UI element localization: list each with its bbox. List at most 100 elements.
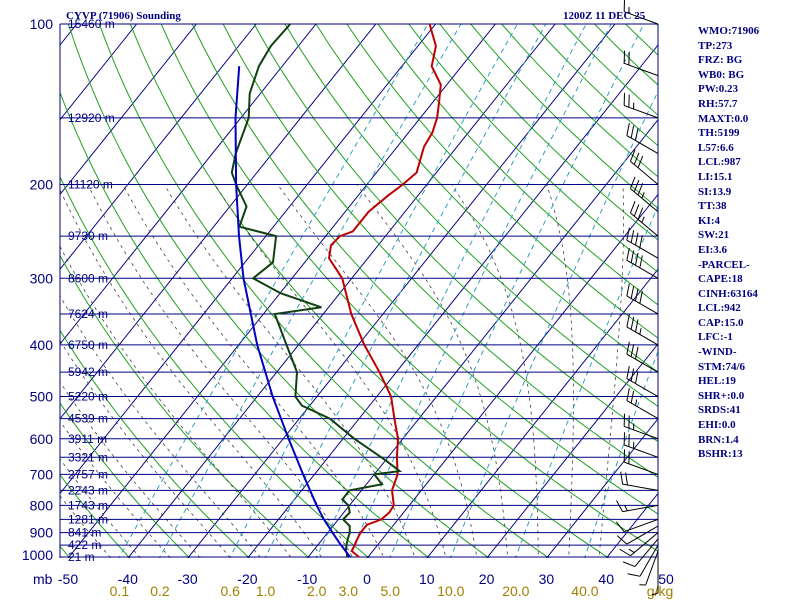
wind-barb-feather xyxy=(633,204,640,217)
temperature-tick-label: 20 xyxy=(479,571,495,587)
height-label: 9730 m xyxy=(68,229,108,243)
wind-barb xyxy=(627,544,659,577)
wind-barb-staff xyxy=(626,525,659,545)
pressure-unit-label: mb xyxy=(33,571,53,587)
wind-barb-staff xyxy=(630,160,659,185)
height-label: 6750 m xyxy=(68,338,108,352)
mixing-ratio-tick-label: 3.0 xyxy=(339,583,359,599)
mixing-ratio-tick-label: 0.1 xyxy=(110,583,130,599)
stat-line: SRDS:41 xyxy=(698,404,741,417)
wind-barb xyxy=(626,283,659,315)
wind-barb-feather xyxy=(625,472,628,486)
mixing-ratio-tick-label: 2.0 xyxy=(307,583,327,599)
wind-barb-feather xyxy=(637,155,644,168)
mixing-ratio-tick-label: 1.0 xyxy=(256,583,276,599)
dry-adiabat-line xyxy=(253,24,658,443)
stat-line: SW:21 xyxy=(698,229,730,242)
mixing-ratio-tick-label: 40.0 xyxy=(571,583,598,599)
wind-barb-feather xyxy=(634,371,639,384)
stat-line: CAP:15.0 xyxy=(698,316,744,329)
pressure-tick-label: 900 xyxy=(30,525,54,541)
pressure-tick-label: 300 xyxy=(30,270,54,286)
wind-barb xyxy=(619,532,659,557)
wind-barb-staff xyxy=(626,326,659,346)
valid-time: 1200Z 11 DEC 25 xyxy=(563,10,646,22)
wind-barb-half-feather xyxy=(624,504,628,511)
wind-barb-staff xyxy=(622,504,659,513)
stat-line: TT:38 xyxy=(698,200,727,213)
stat-line: BRN:1.4 xyxy=(698,433,739,446)
wind-barb-feather xyxy=(622,561,636,567)
dry-adiabat-line xyxy=(60,329,251,558)
height-label: 11120 m xyxy=(68,177,113,191)
wind-barb xyxy=(622,538,659,567)
moist-adiabat-line xyxy=(87,184,354,558)
mixing-ratio-tick-label: 0.2 xyxy=(150,583,170,599)
wind-barb-feather xyxy=(634,252,639,266)
wind-barb-half-feather xyxy=(651,592,659,596)
height-label: 1281 m xyxy=(68,512,108,526)
dry-adiabat-line xyxy=(377,24,658,306)
wind-barb-staff xyxy=(624,518,659,533)
mixing-ratio-unit-label: g/kg xyxy=(647,583,673,599)
wind-barb xyxy=(626,227,659,259)
mixing-ratio-tick-label: 10.0 xyxy=(437,583,464,599)
dry-adiabat-line xyxy=(408,24,658,273)
height-label: 21 m xyxy=(68,550,95,564)
wind-barbs xyxy=(615,0,659,596)
isotherm-line xyxy=(127,24,556,558)
wind-barb-staff xyxy=(626,239,659,259)
height-label: 5220 m xyxy=(68,390,108,404)
height-label: 3911 m xyxy=(68,432,107,446)
isotherm-line xyxy=(307,118,658,558)
height-label: 12920 m xyxy=(68,111,115,125)
moist-adiabat-line xyxy=(60,381,201,558)
stat-line: PW:0.23 xyxy=(698,83,739,96)
stat-line: HEL:19 xyxy=(698,375,736,388)
temperature-tick-label: 30 xyxy=(539,571,555,587)
parcel-line xyxy=(234,66,351,558)
wind-barb-staff xyxy=(624,444,659,458)
temperature-tick-label: -10 xyxy=(297,571,317,587)
wind-barb-staff xyxy=(624,11,659,25)
isotherm-line xyxy=(67,24,496,558)
moist-adiabat-line xyxy=(451,184,539,558)
temperature-tick-label: 0 xyxy=(363,571,371,587)
wind-barb-staff xyxy=(626,353,659,373)
wind-barb-feather xyxy=(629,201,636,214)
stat-line: KI:4 xyxy=(698,214,720,227)
wind-barb xyxy=(623,92,659,119)
wind-barb xyxy=(615,518,659,533)
height-label: 2243 m xyxy=(68,483,108,497)
isotherm-line xyxy=(60,24,377,420)
height-label: 7624 m xyxy=(68,307,108,321)
height-label: 841 m xyxy=(68,526,101,540)
wind-barb-feather xyxy=(619,548,631,557)
wind-barb-staff xyxy=(626,135,659,154)
dry-adiabat-line xyxy=(60,402,191,558)
dry-adiabat-line xyxy=(284,24,658,407)
mixing-ratio-line xyxy=(229,24,518,558)
temperature-tick-label: 40 xyxy=(598,571,614,587)
temperature-tick-label: 50 xyxy=(658,571,674,587)
wind-barb-feather xyxy=(639,235,643,248)
wind-barb-feather xyxy=(630,230,635,243)
mixing-ratio-line xyxy=(264,24,547,558)
stat-line: LFC:-1 xyxy=(698,331,733,344)
pressure-tick-label: 800 xyxy=(30,497,54,513)
wind-barb-feather xyxy=(634,288,639,302)
moist-adiabat-line xyxy=(60,458,142,558)
wind-barb-feather xyxy=(633,152,640,165)
height-label: 1743 m xyxy=(68,498,108,512)
dry-adiabat-line xyxy=(60,474,131,558)
wind-barb xyxy=(620,471,659,491)
temperature-tick-label: -20 xyxy=(237,571,257,587)
dry-adiabat-line xyxy=(222,24,658,478)
temperature-tick-label: 10 xyxy=(419,571,435,587)
wind-barb xyxy=(623,432,659,458)
height-label: 4539 m xyxy=(68,412,108,426)
moist-adiabat-line xyxy=(598,184,624,558)
stat-line: L57:6.6 xyxy=(698,141,734,154)
moist-adiabat-line xyxy=(214,184,447,558)
dry-adiabat-line xyxy=(315,24,658,373)
